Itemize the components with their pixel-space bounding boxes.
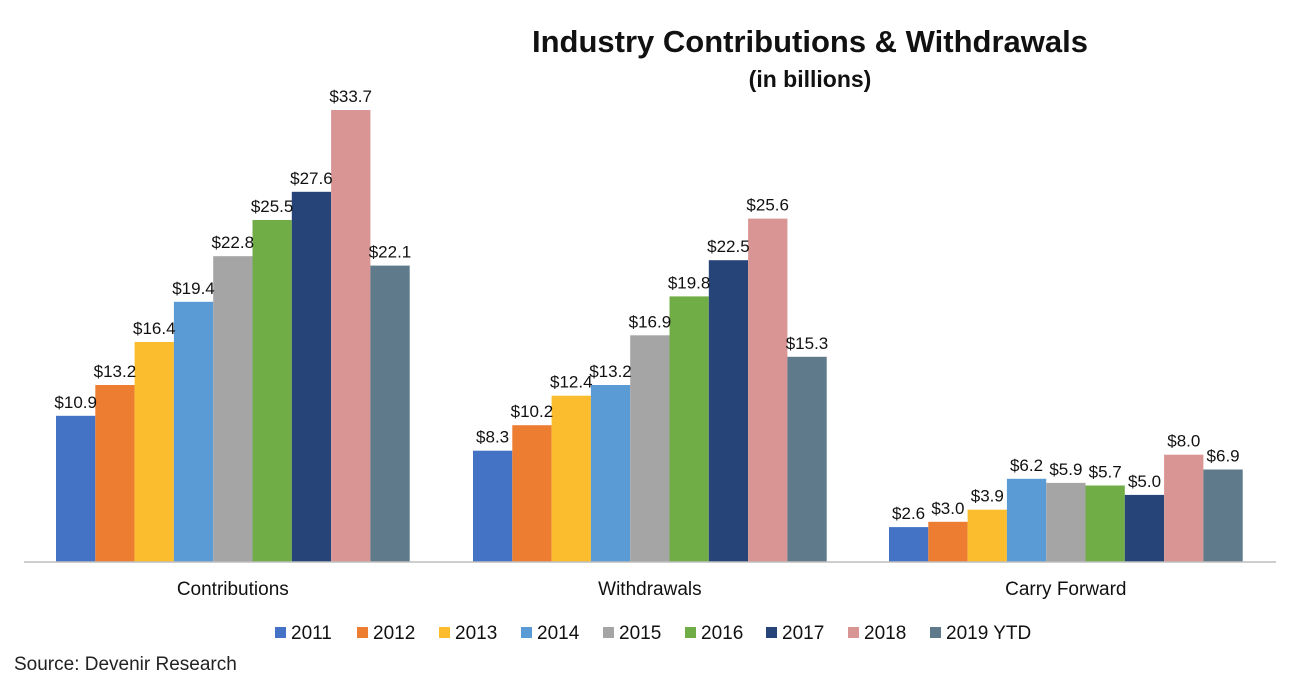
data-label: $22.5	[707, 237, 750, 256]
bar	[708, 260, 749, 562]
source-note: Source: Devenir Research	[14, 654, 237, 675]
data-label: $12.4	[550, 373, 593, 392]
bar	[630, 335, 670, 562]
data-label: $5.0	[1128, 472, 1161, 491]
data-label: $22.1	[369, 243, 412, 262]
bar	[1164, 454, 1204, 562]
category-label: Withdrawals	[598, 579, 701, 600]
bar	[331, 110, 371, 562]
category-label: Contributions	[177, 579, 289, 600]
data-label: $22.8	[212, 233, 255, 252]
legend-swatch	[521, 627, 532, 638]
data-label: $13.2	[589, 362, 632, 381]
data-label: $5.9	[1049, 460, 1082, 479]
legend-swatch	[848, 627, 859, 638]
legend-label: 2013	[455, 623, 497, 644]
legend-swatch	[439, 627, 450, 638]
data-label: $15.3	[786, 334, 829, 353]
data-label: $6.9	[1207, 447, 1240, 466]
data-label: $27.6	[290, 169, 333, 188]
bar	[56, 415, 96, 562]
data-label: $2.6	[892, 504, 925, 523]
bar	[134, 342, 174, 562]
data-label: $16.9	[629, 312, 672, 331]
data-label: $10.2	[511, 402, 554, 421]
chart-subtitle: (in billions)	[749, 66, 872, 92]
bar	[889, 527, 929, 562]
bar	[95, 385, 135, 562]
legend-label: 2016	[701, 623, 743, 644]
bar	[473, 450, 513, 562]
legend-label: 2015	[619, 623, 661, 644]
legend-label: 2011	[291, 623, 332, 644]
legend-swatch	[275, 627, 286, 638]
legend-label: 2019 YTD	[946, 623, 1031, 644]
bar	[1124, 494, 1165, 562]
bar	[967, 509, 1007, 562]
legend-label: 2014	[537, 623, 580, 644]
data-label: $25.6	[746, 196, 789, 215]
bar	[1085, 485, 1125, 562]
bar	[173, 301, 214, 562]
data-label: $8.0	[1167, 432, 1200, 451]
bar	[512, 425, 552, 562]
bar	[370, 265, 410, 562]
data-label: $13.2	[94, 362, 137, 381]
bar	[213, 256, 253, 562]
bar	[252, 220, 292, 562]
bar	[291, 191, 332, 563]
bar	[1006, 478, 1047, 562]
bar	[669, 296, 709, 562]
bar	[1203, 469, 1243, 562]
bar	[787, 356, 827, 562]
category-labels-group: Contributions Withdrawals Carry Forward	[177, 579, 1127, 600]
data-label: $19.8	[668, 273, 711, 292]
legend-label: 2018	[864, 623, 906, 644]
data-label: $3.9	[971, 487, 1004, 506]
data-label: $3.0	[931, 499, 964, 518]
data-label: $8.3	[476, 428, 509, 447]
legend-swatch	[766, 627, 777, 638]
data-label: $33.7	[329, 87, 372, 106]
category-label: Carry Forward	[1005, 579, 1126, 600]
legend-label: 2017	[782, 623, 824, 644]
data-label: $19.4	[172, 279, 215, 298]
legend-swatch	[930, 627, 941, 638]
bar	[590, 385, 631, 562]
legend-swatch	[357, 627, 368, 638]
chart-title: Industry Contributions & Withdrawals	[532, 24, 1088, 59]
value-labels-group: $10.9 $13.2 $16.4 $19.4 $22.8 $25.5 $27.6 $33.7…	[54, 87, 1239, 523]
bars-group	[56, 110, 1243, 563]
bar	[551, 395, 591, 562]
legend-swatch	[685, 627, 696, 638]
bar	[1046, 482, 1086, 562]
data-label: $6.2	[1010, 456, 1043, 475]
bar	[928, 521, 968, 562]
bar	[748, 218, 788, 562]
legend: 2011 2012 2013 2014 2015 2016 2017 2018 2019 YTD	[275, 623, 1031, 644]
legend-swatch	[603, 627, 614, 638]
legend-label: 2012	[373, 623, 415, 644]
data-label: $16.4	[133, 319, 176, 338]
data-label: $10.9	[54, 393, 97, 412]
data-label: $5.7	[1089, 463, 1122, 482]
data-label: $25.5	[251, 197, 294, 216]
